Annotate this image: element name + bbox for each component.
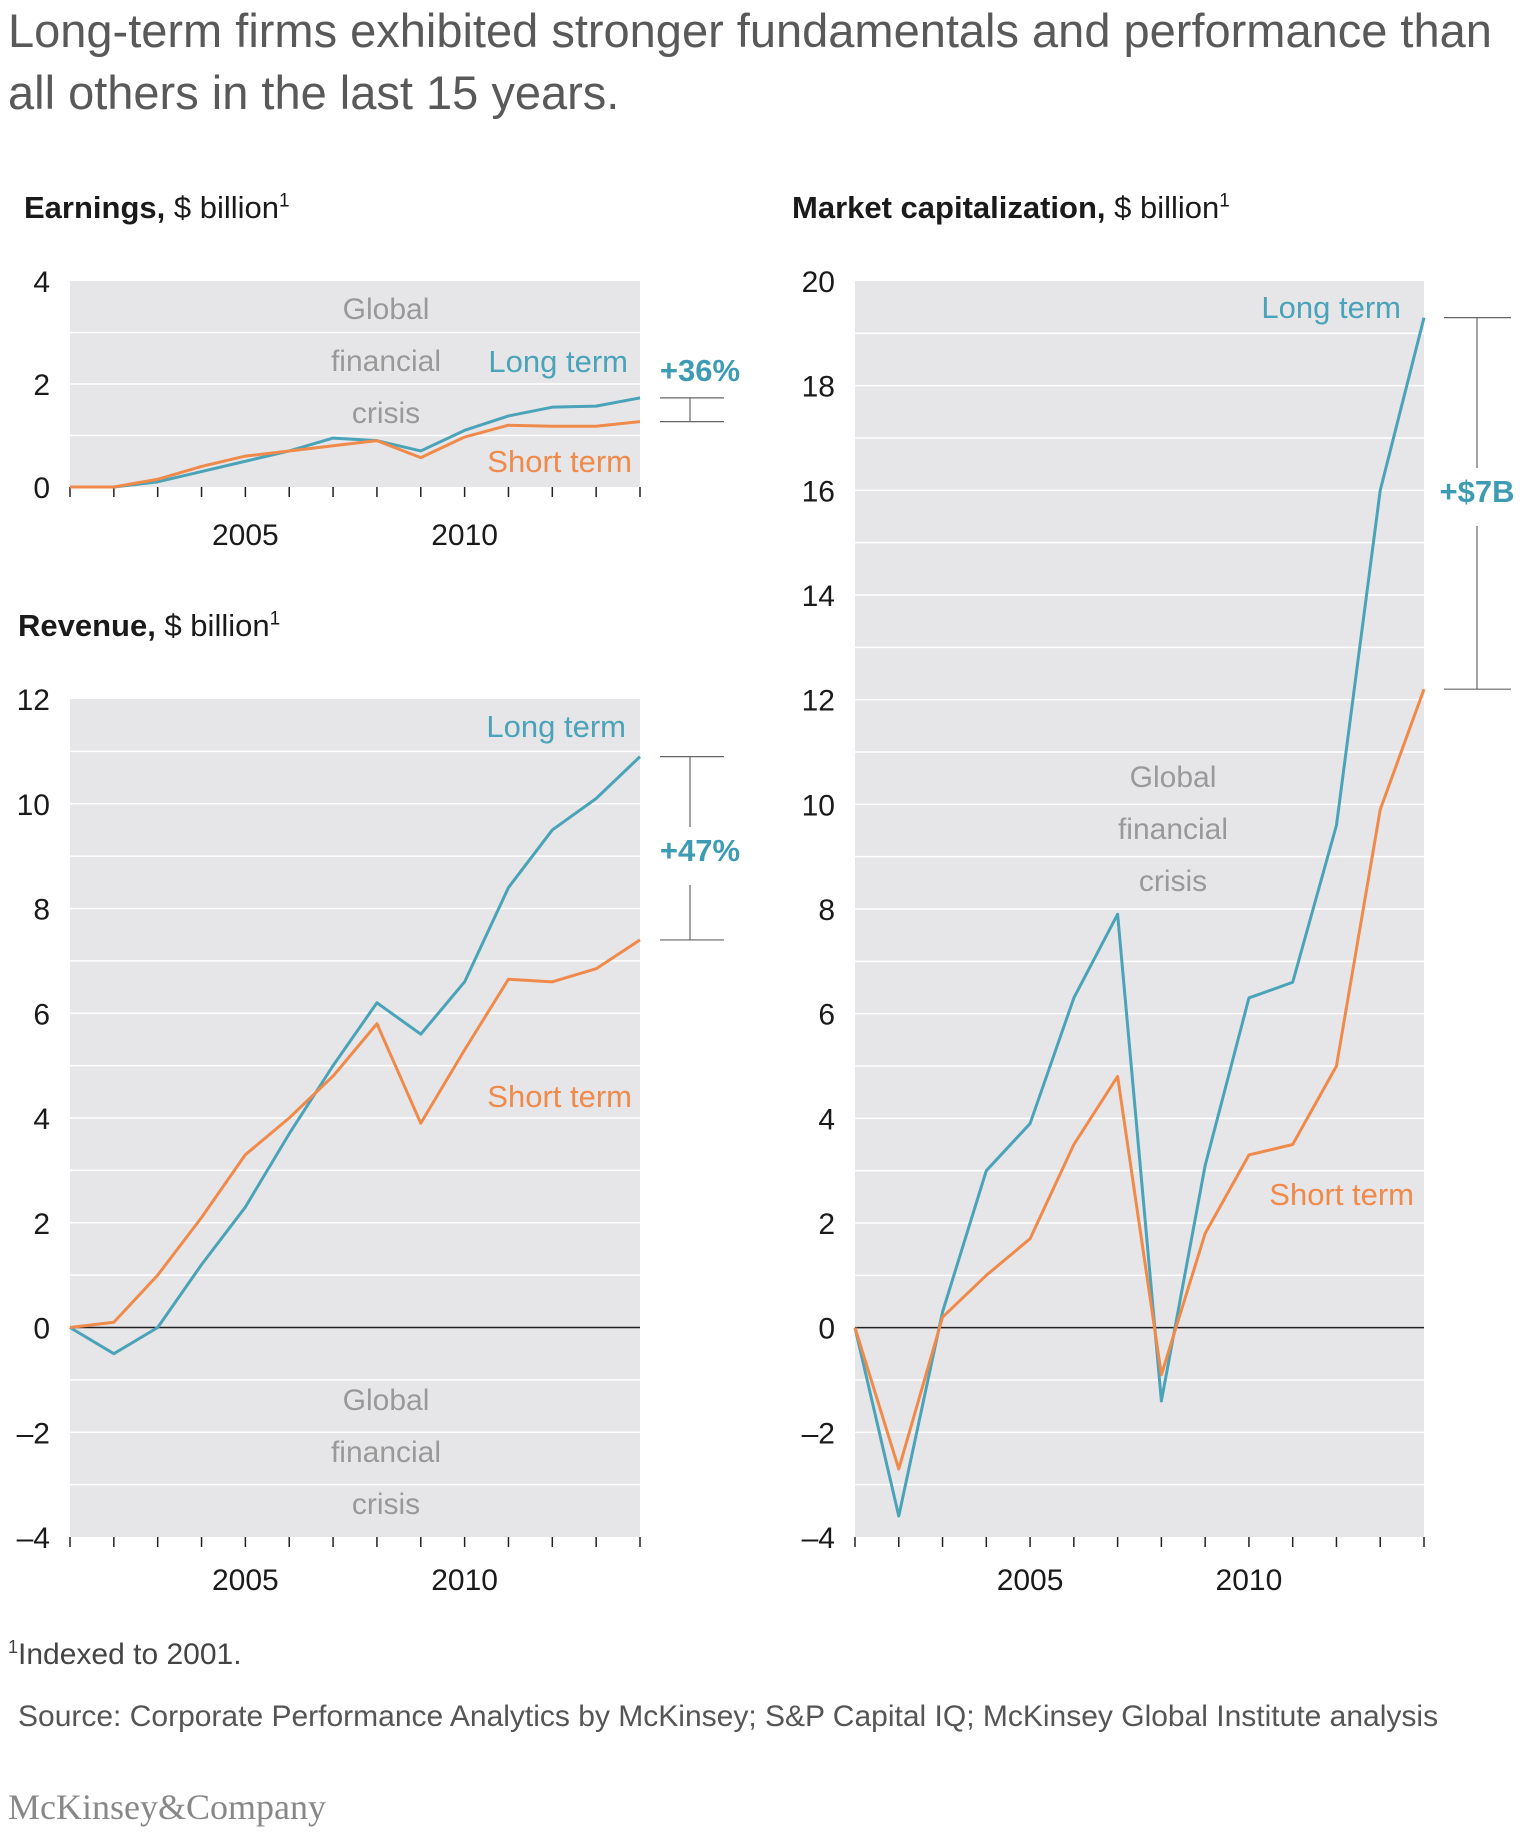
- earnings-series-label-long-term: Long term: [488, 344, 628, 379]
- market-cap-series-label-short-term: Short term: [1269, 1177, 1414, 1212]
- market-cap-y-tick-label: 6: [818, 999, 835, 1032]
- earnings-delta-label: +36%: [660, 353, 740, 388]
- earnings-heading-bold: Earnings,: [24, 190, 166, 225]
- market-cap-y-tick-label: 12: [802, 685, 835, 718]
- revenue-y-tick-label: –4: [17, 1522, 50, 1555]
- revenue-y-tick-label: 2: [33, 1208, 50, 1241]
- revenue-y-tick-label: 10: [17, 789, 50, 822]
- market-cap-series-long-term: [853, 317, 1426, 1518]
- market-cap-y-tick-label: 14: [802, 580, 835, 613]
- revenue-y-tick-label: 4: [33, 1103, 50, 1136]
- market-cap-y-tick-label: –2: [802, 1417, 835, 1450]
- revenue-series-long-term: [69, 755, 642, 1356]
- earnings-heading-unit: $ billion: [165, 190, 280, 225]
- market-cap-crisis-annotation: crisis: [1139, 865, 1207, 898]
- revenue-x-tick-label: 2005: [212, 1564, 279, 1597]
- earnings-crisis-annotation: Global: [343, 293, 430, 326]
- earnings-series-label-short-term: Short term: [487, 444, 632, 479]
- market-cap-x-tick-label: 2010: [1216, 1564, 1283, 1597]
- footnote-marker: 1: [8, 1637, 19, 1657]
- earnings-crisis-annotation: financial: [331, 345, 441, 378]
- earnings-y-tick-label: 2: [33, 369, 50, 402]
- market-cap-series-short-term: [853, 688, 1426, 1471]
- revenue-crisis-annotation: Global: [343, 1384, 430, 1417]
- revenue-delta-label: +47%: [660, 833, 740, 868]
- market-cap-crisis-annotation: Global: [1130, 761, 1217, 794]
- revenue-y-tick-label: –2: [17, 1417, 50, 1450]
- earnings-heading: Earnings, $ billion1: [24, 190, 290, 226]
- earnings-y-tick-label: 0: [33, 472, 50, 505]
- revenue-heading: Revenue, $ billion1: [18, 608, 280, 644]
- revenue-heading-sup: 1: [269, 608, 281, 630]
- footnote: 1Indexed to 2001.: [8, 1637, 242, 1672]
- market-cap-y-tick-label: 2: [818, 1208, 835, 1241]
- revenue-y-tick-label: 0: [33, 1313, 50, 1346]
- revenue-series-short-term: [69, 938, 641, 1329]
- earnings-series-short-term: [70, 420, 641, 489]
- market-cap-x-tick-label: 2005: [997, 1564, 1064, 1597]
- market-cap-heading-sup: 1: [1219, 190, 1230, 212]
- market-cap-y-tick-label: 18: [802, 371, 835, 404]
- earnings-heading-sup: 1: [279, 190, 290, 212]
- earnings-series-long-term: [70, 396, 641, 489]
- market-cap-y-tick-label: 10: [802, 789, 835, 822]
- earnings-x-tick-label: 2010: [431, 519, 498, 552]
- revenue-x-tick-label: 2010: [431, 1564, 498, 1597]
- revenue-y-tick-label: 8: [33, 894, 50, 927]
- market-cap-y-tick-label: –4: [802, 1522, 835, 1555]
- mckinsey-logo: McKinsey&Company: [8, 1787, 326, 1827]
- market-cap-heading-bold: Market capitalization,: [792, 190, 1106, 225]
- revenue-y-tick-label: 6: [33, 998, 50, 1031]
- revenue-crisis-annotation: financial: [331, 1436, 441, 1469]
- earnings-crisis-annotation: crisis: [352, 397, 420, 430]
- source-note: Source: Corporate Performance Analytics …: [18, 1700, 1439, 1733]
- market-cap-crisis-annotation: financial: [1118, 813, 1228, 846]
- market-cap-y-tick-label: 20: [802, 266, 835, 299]
- revenue-series-label-short-term: Short term: [487, 1079, 632, 1114]
- footnote-text: Indexed to 2001.: [18, 1638, 242, 1671]
- market-cap-y-tick-label: 8: [818, 894, 835, 927]
- revenue-crisis-annotation: crisis: [352, 1488, 420, 1521]
- market-cap-heading-unit: $ billion: [1105, 190, 1220, 225]
- revenue-y-tick-label: 12: [17, 684, 50, 717]
- revenue-heading-unit: $ billion: [155, 608, 270, 643]
- market-cap-heading: Market capitalization, $ billion1: [792, 190, 1230, 226]
- earnings-x-tick-label: 2005: [212, 519, 279, 552]
- earnings-y-tick-label: 4: [33, 266, 50, 299]
- market-cap-y-tick-label: 0: [818, 1313, 835, 1346]
- revenue-heading-bold: Revenue,: [18, 608, 156, 643]
- market-cap-series-label-long-term: Long term: [1261, 290, 1401, 325]
- market-cap-y-tick-label: 16: [802, 475, 835, 508]
- revenue-series-label-long-term: Long term: [486, 709, 626, 744]
- chart-title: Long-term firms exhibited stronger funda…: [8, 4, 1492, 119]
- market-cap-delta-label: +$7B: [1440, 474, 1515, 509]
- market-cap-y-tick-label: 4: [818, 1103, 835, 1136]
